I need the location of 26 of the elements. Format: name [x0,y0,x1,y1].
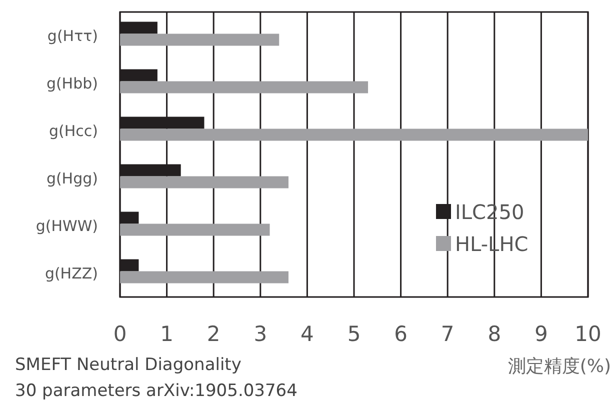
y-tick-label: g(Hττ) [47,26,98,45]
x-axis-title: 測定精度(%) [508,356,611,377]
bar [120,271,288,284]
y-tick-label: g(Hcc) [49,122,98,140]
text: SMEFT Neutral Diagonality [15,355,242,375]
bar [120,128,588,141]
x-tick-label: 5 [347,322,361,346]
bar [120,176,288,188]
x-tick-label: 3 [254,322,268,346]
text: 30 parameters arXiv:1905.03764 [15,381,298,401]
x-tick-label: 7 [440,322,454,346]
x-tick-label: 4 [300,322,314,346]
x-tick-label: 2 [206,322,220,346]
bar [120,81,368,94]
bar [120,34,280,46]
y-tick-label: g(HZZ) [44,264,98,282]
x-tick-label: 9 [534,322,548,346]
x-tick-label: 8 [488,322,502,346]
x-tick-label: 6 [394,322,408,346]
bar [120,224,270,236]
y-tick-label: g(HWW) [36,216,98,235]
y-tick-label: g(Hgg) [46,169,98,188]
y-tick-label: g(Hbb) [46,74,98,92]
x-tick-label: 1 [160,322,174,346]
x-tick-label: 0 [113,322,127,346]
x-tick-label: 10 [574,322,602,346]
